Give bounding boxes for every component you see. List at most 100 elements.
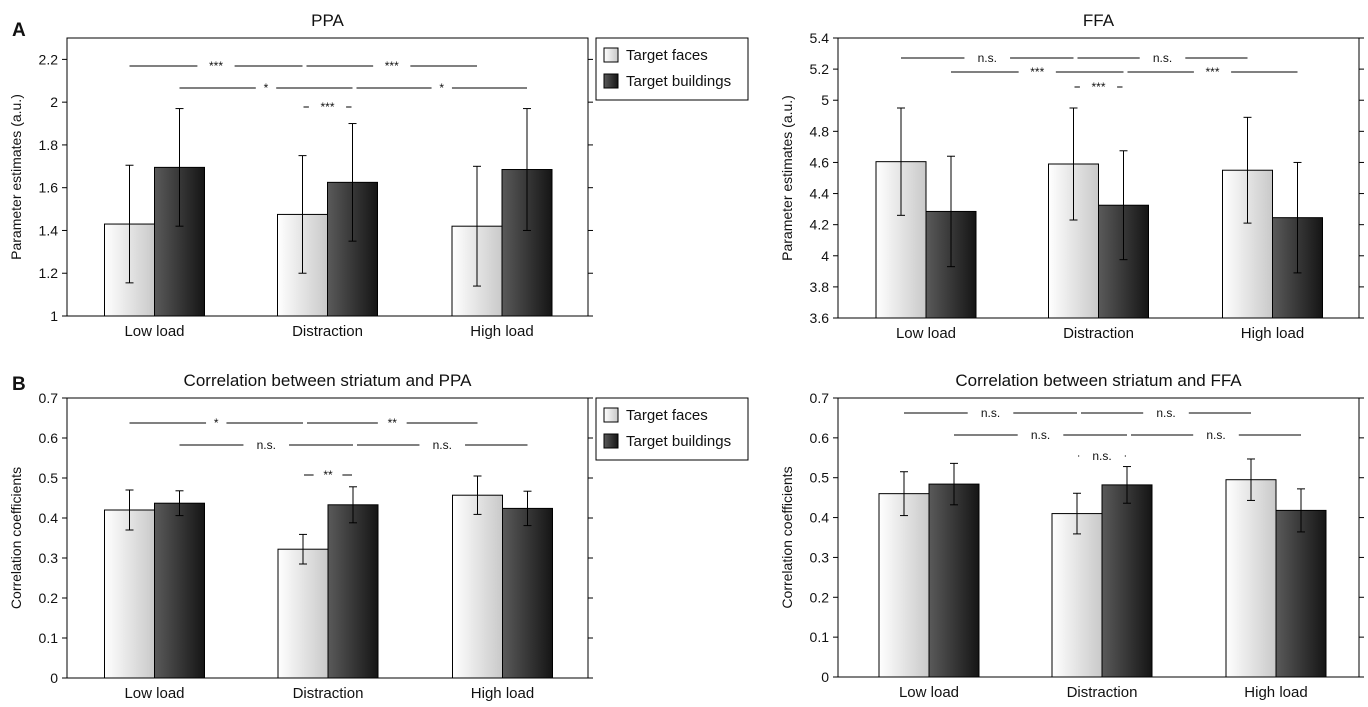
x-tick-label: Distraction	[292, 323, 363, 340]
bar-buildings	[502, 507, 553, 679]
y-tick-label: 4.6	[810, 154, 830, 170]
bar-faces	[878, 493, 930, 678]
significance-label: n.s.	[1092, 449, 1111, 463]
significance-label: n.s.	[1153, 51, 1172, 65]
legend-swatch-faces	[603, 407, 619, 423]
significance-label: ***	[385, 59, 399, 73]
y-tick-label: 0.2	[810, 589, 830, 605]
bar-faces	[1225, 479, 1277, 678]
significance-label: ***	[209, 59, 223, 73]
y-tick-label: 0	[50, 670, 58, 686]
bar-buildings	[928, 483, 980, 678]
y-tick-label: 1.2	[39, 265, 59, 281]
panel-label-b: B	[12, 374, 26, 395]
bar-buildings	[1101, 484, 1153, 678]
significance-label: n.s.	[433, 438, 452, 452]
chart-title-4: Correlation between striatum and FFA	[955, 371, 1242, 390]
y-axis-label: Correlation coefficients	[8, 467, 24, 609]
y-tick-label: 0.1	[39, 630, 59, 646]
plot-frame	[66, 37, 589, 317]
significance-label: n.s.	[1206, 428, 1225, 442]
legend-swatch-buildings	[603, 433, 619, 449]
legend-swatch-faces	[603, 47, 619, 63]
y-tick-label: 0.3	[810, 549, 830, 565]
bar-buildings	[154, 502, 205, 679]
x-tick-label: High load	[471, 685, 534, 702]
chart-title-1: PPA	[311, 11, 344, 30]
legend-label-buildings: Target buildings	[626, 433, 731, 450]
significance-label: ***	[1205, 65, 1219, 79]
bar-faces	[1051, 513, 1103, 678]
bar-faces	[452, 494, 503, 679]
y-tick-label: 0.1	[810, 629, 830, 645]
y-tick-label: 0.2	[39, 590, 59, 606]
significance-label: n.s.	[978, 51, 997, 65]
legend-swatch-buildings	[603, 73, 619, 89]
x-tick-label: Low load	[124, 323, 184, 340]
x-tick-label: Distraction	[1063, 325, 1134, 342]
legend-box	[595, 37, 749, 101]
y-axis-label: Parameter estimates (a.u.)	[8, 94, 24, 260]
y-tick-label: 2.2	[39, 51, 59, 67]
y-tick-label: 3.6	[810, 310, 830, 326]
significance-label: **	[323, 468, 333, 482]
y-tick-label: 0.5	[810, 470, 830, 486]
y-tick-label: 4.2	[810, 217, 830, 233]
chart-title-2: FFA	[1083, 11, 1115, 30]
x-tick-label: Low load	[896, 325, 956, 342]
y-tick-label: 3.8	[810, 279, 830, 295]
significance-label: n.s.	[1156, 406, 1175, 420]
bar-faces	[277, 548, 329, 679]
y-tick-label: 0.7	[810, 390, 830, 406]
significance-label: ***	[1030, 65, 1044, 79]
plot-frame	[837, 397, 1360, 678]
chart-title-3: Correlation between striatum and PPA	[184, 371, 473, 390]
y-axis-label: Correlation coefficients	[779, 466, 795, 608]
significance-label: n.s.	[981, 406, 1000, 420]
y-tick-label: 2	[50, 94, 58, 110]
panel-label-a: A	[12, 20, 26, 41]
legend-label-faces: Target faces	[626, 47, 708, 64]
x-tick-label: Distraction	[1067, 684, 1138, 701]
y-tick-label: 0	[821, 669, 829, 685]
significance-label: **	[388, 416, 398, 430]
plot-frame	[837, 37, 1360, 319]
significance-label: *	[264, 81, 269, 95]
y-axis-label: Parameter estimates (a.u.)	[779, 95, 795, 261]
plot-frame	[66, 397, 589, 679]
legend-box	[595, 397, 749, 461]
x-tick-label: Low load	[124, 685, 184, 702]
y-tick-label: 1	[50, 308, 58, 324]
legend-label-buildings: Target buildings	[626, 73, 731, 90]
significance-label: n.s.	[257, 438, 276, 452]
significance-label: ***	[320, 100, 334, 114]
y-tick-label: 0.4	[39, 510, 59, 526]
bar-faces	[104, 509, 155, 679]
y-tick-label: 0.5	[39, 470, 59, 486]
bar-buildings	[1275, 509, 1327, 678]
y-tick-label: 0.4	[810, 510, 830, 526]
significance-label: *	[439, 81, 444, 95]
y-tick-label: 4.8	[810, 123, 830, 139]
y-tick-label: 0.6	[810, 430, 830, 446]
x-tick-label: High load	[470, 323, 533, 340]
y-tick-label: 5.4	[810, 30, 830, 46]
x-tick-label: Distraction	[293, 685, 364, 702]
y-tick-label: 0.7	[39, 390, 59, 406]
significance-label: n.s.	[1031, 428, 1050, 442]
y-tick-label: 5	[821, 92, 829, 108]
y-tick-label: 1.6	[39, 180, 59, 196]
x-tick-label: Low load	[899, 684, 959, 701]
y-tick-label: 0.3	[39, 550, 59, 566]
significance-label: ***	[1091, 80, 1105, 94]
bar-buildings	[327, 504, 379, 679]
y-tick-label: 5.2	[810, 61, 830, 77]
x-tick-label: High load	[1241, 325, 1304, 342]
y-tick-label: 4.4	[810, 186, 830, 202]
legend-label-faces: Target faces	[626, 407, 708, 424]
y-tick-label: 4	[821, 248, 829, 264]
y-tick-label: 1.8	[39, 137, 59, 153]
y-tick-label: 1.4	[39, 222, 59, 238]
